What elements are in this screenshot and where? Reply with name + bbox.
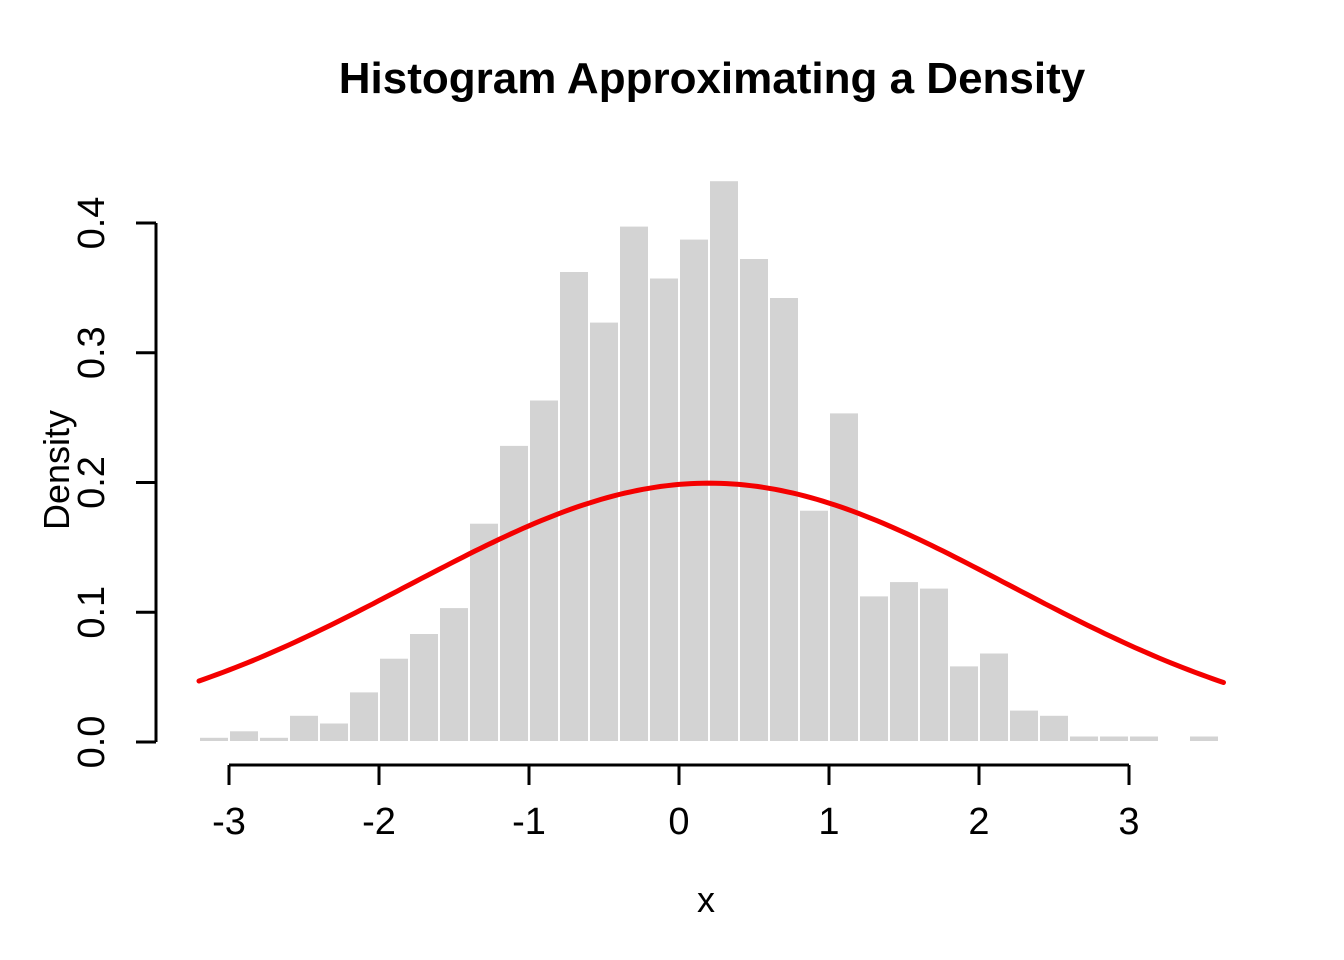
x-tick-label: 0 bbox=[668, 801, 689, 843]
histogram-bar bbox=[888, 580, 920, 743]
histogram-bar bbox=[408, 632, 440, 743]
histogram-bar bbox=[318, 721, 350, 743]
chart-title: Histogram Approximating a Density bbox=[338, 54, 1086, 103]
y-tick-label: 0.3 bbox=[71, 326, 113, 379]
histogram-bar bbox=[288, 713, 320, 743]
histogram-bar bbox=[528, 398, 560, 743]
histogram-bar bbox=[1188, 734, 1220, 743]
histogram-bar bbox=[438, 606, 470, 743]
histogram-bar bbox=[618, 224, 650, 744]
y-tick-label: 0.4 bbox=[71, 197, 113, 250]
y-axis-title: Density bbox=[36, 409, 77, 531]
x-tick-label: 3 bbox=[1118, 801, 1139, 843]
histogram-bar bbox=[708, 179, 740, 743]
x-tick-label: 1 bbox=[818, 801, 839, 843]
histogram-bar bbox=[498, 443, 530, 743]
histogram-bar bbox=[648, 276, 680, 743]
x-axis-title: x bbox=[697, 879, 715, 920]
density-curve bbox=[196, 480, 1226, 685]
x-tick-label: -3 bbox=[212, 801, 246, 843]
y-tick-label: 0.1 bbox=[71, 586, 113, 639]
histogram-bar bbox=[588, 320, 620, 743]
histogram-bar bbox=[1038, 713, 1070, 743]
histogram-bar bbox=[678, 237, 710, 743]
histogram-bar bbox=[738, 257, 770, 743]
histogram-bar bbox=[468, 521, 500, 744]
histogram-bar bbox=[948, 664, 980, 744]
histogram-bar bbox=[918, 586, 950, 743]
histogram-bar bbox=[378, 656, 410, 744]
y-tick-label: 0.2 bbox=[71, 456, 113, 509]
histogram-bar bbox=[258, 735, 290, 743]
histogram-bar bbox=[828, 411, 860, 743]
x-tick-label: 2 bbox=[968, 801, 989, 843]
histogram-bar bbox=[768, 296, 800, 743]
y-tick-label: 0.0 bbox=[71, 716, 113, 769]
histogram-bar bbox=[198, 735, 230, 743]
histogram-bar bbox=[1128, 734, 1160, 743]
histogram-bar bbox=[348, 690, 380, 744]
histogram-bar bbox=[1098, 734, 1130, 743]
histogram-bar bbox=[858, 594, 890, 744]
histogram-bar bbox=[228, 729, 260, 743]
x-tick-label: -1 bbox=[512, 801, 546, 843]
histogram-bar bbox=[798, 508, 830, 744]
histogram-bar bbox=[978, 651, 1010, 743]
histogram-bar bbox=[1068, 734, 1100, 743]
histogram-bar bbox=[1008, 708, 1040, 743]
x-tick-label: -2 bbox=[362, 801, 396, 843]
